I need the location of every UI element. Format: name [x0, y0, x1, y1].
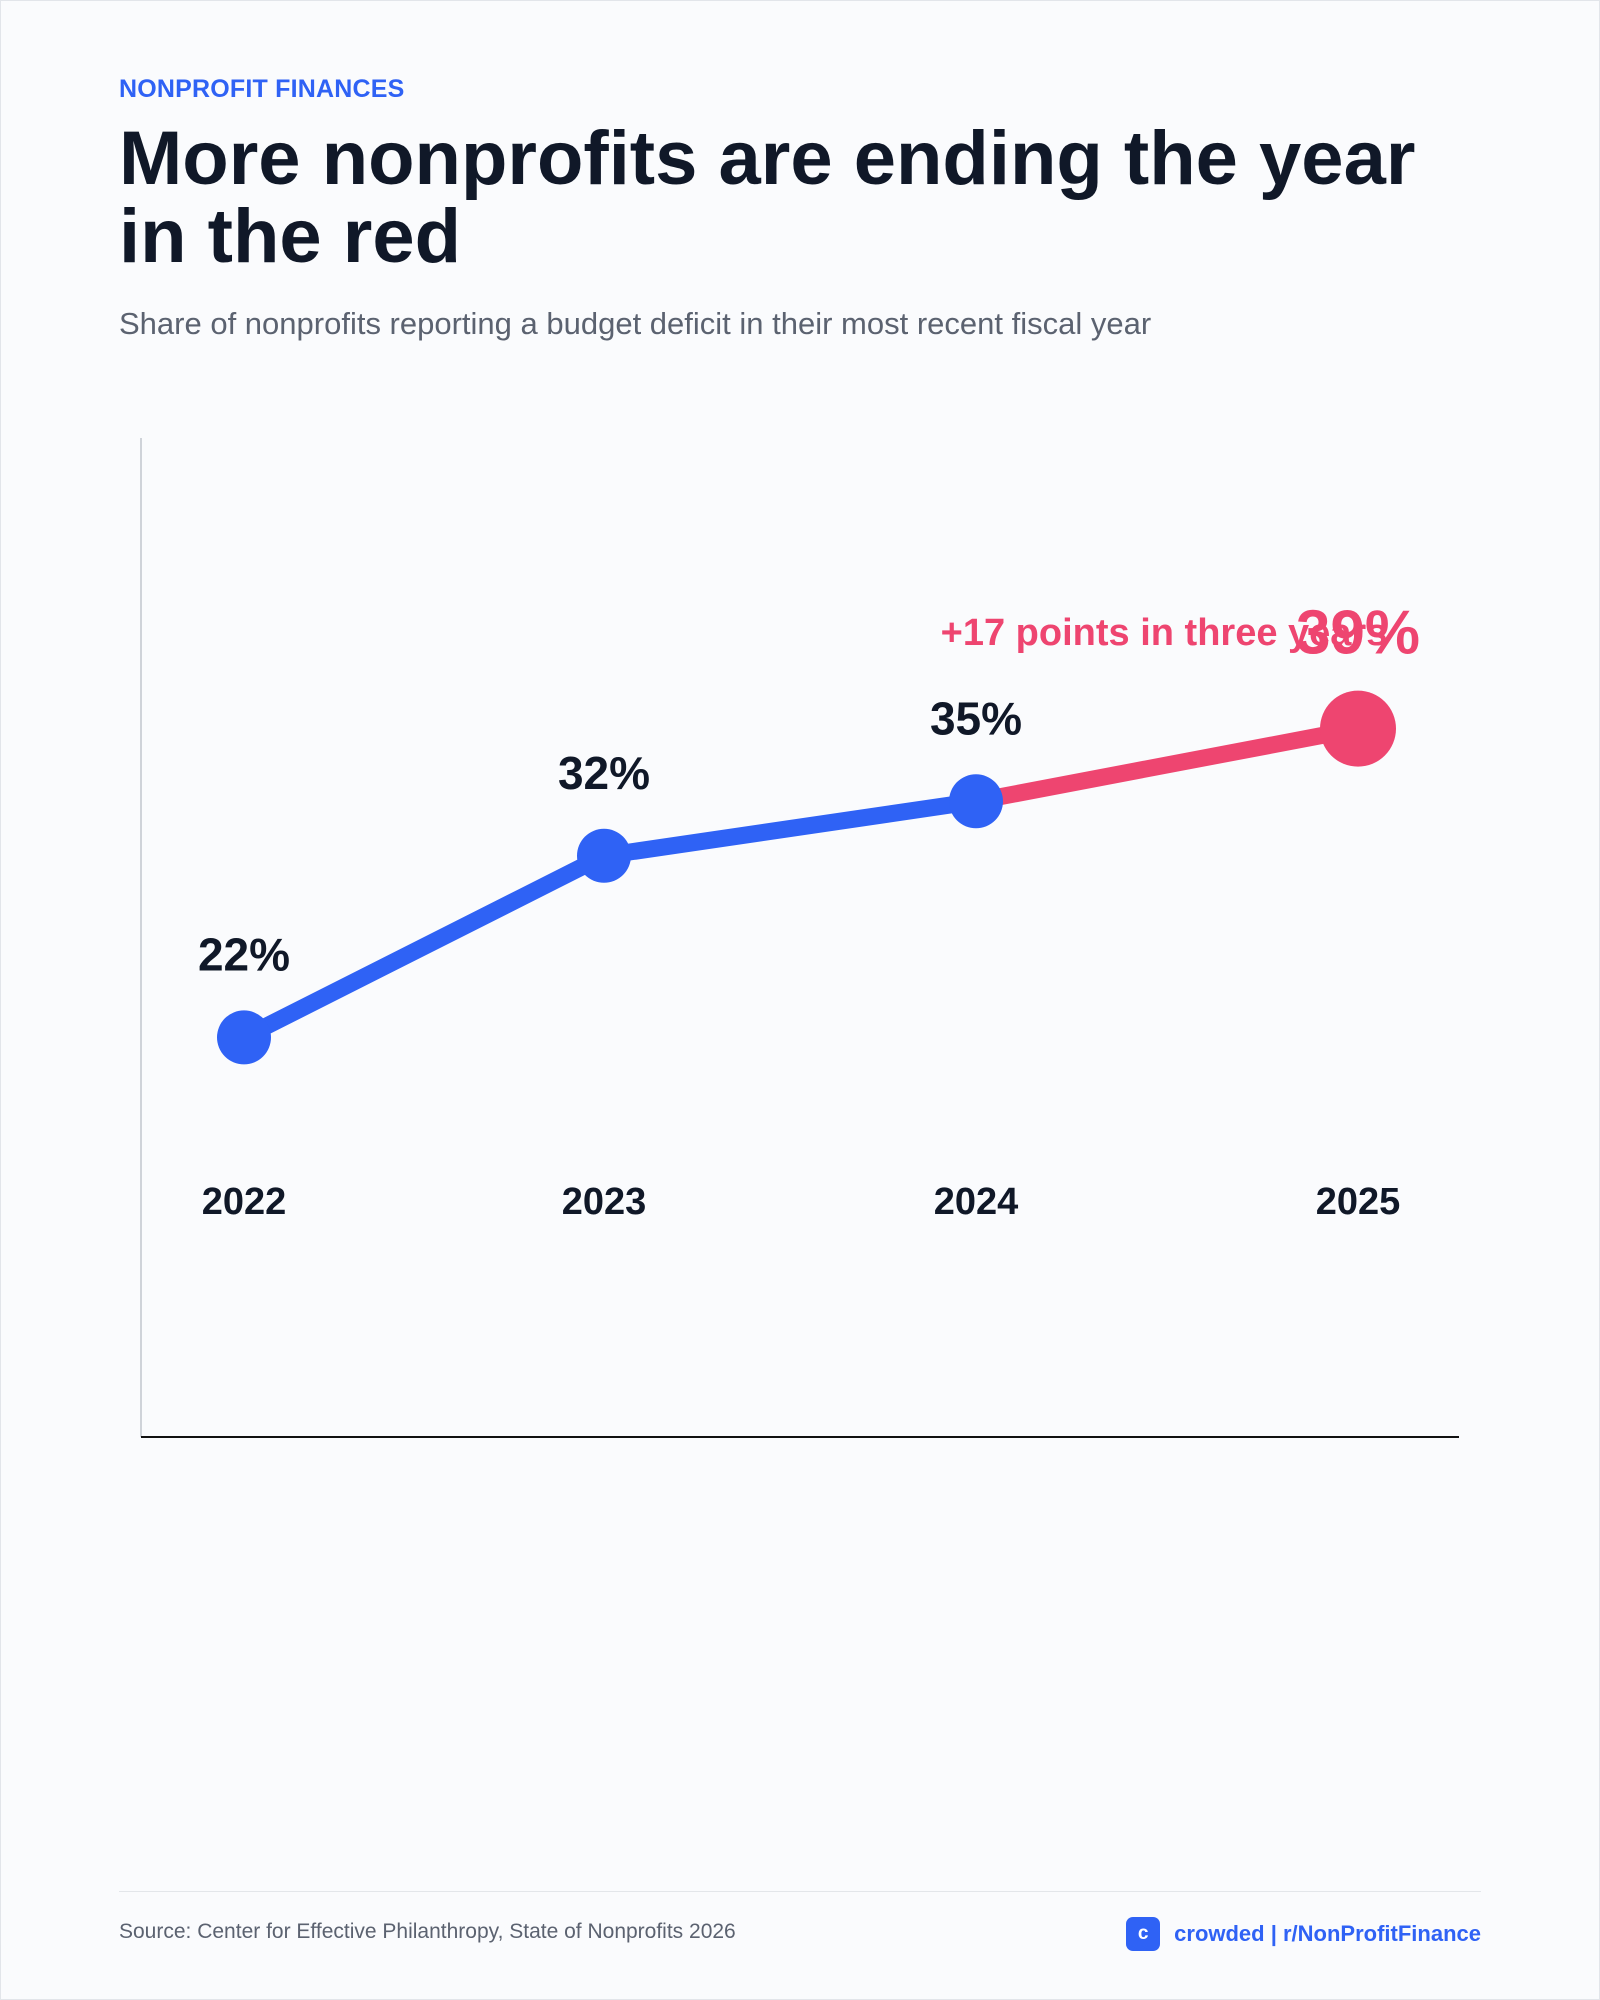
series-line-highlight — [967, 720, 1367, 810]
page-subtitle: Share of nonprofits reporting a budget d… — [119, 306, 1152, 341]
data-label-2024: 35% — [930, 692, 1022, 744]
brand: c crowded | r/NonProfitFinance — [1126, 1917, 1481, 1951]
annotation-label: +17 points in three years — [941, 612, 1388, 654]
data-point-2023 — [577, 828, 631, 883]
x-tick-label-2022: 2022 — [202, 1181, 287, 1223]
kicker-label: NONPROFIT FINANCES — [119, 75, 405, 103]
data-label-2025: 39% — [1296, 599, 1420, 668]
data-point-2022 — [217, 1010, 271, 1065]
source-note: Source: Center for Effective Philanthrop… — [119, 1920, 736, 1943]
x-tick-label-2024: 2024 — [934, 1181, 1019, 1223]
page-title: More nonprofits are ending the year in t… — [119, 116, 1416, 279]
crowded-logo-icon: c — [1126, 1917, 1161, 1951]
data-point-2025 — [1320, 690, 1396, 767]
brand-label: crowded | r/NonProfitFinance — [1174, 1921, 1481, 1946]
data-label-2023: 32% — [558, 747, 650, 799]
data-label-2022: 22% — [198, 928, 290, 980]
x-tick-label-2025: 2025 — [1316, 1181, 1401, 1223]
x-tick-label-2023: 2023 — [562, 1181, 647, 1223]
footer-divider — [119, 1891, 1481, 1892]
data-point-2024 — [949, 774, 1003, 829]
line-chart: 22% 32% 35% 39%+17 points in three years 202… — [140, 438, 1459, 1438]
